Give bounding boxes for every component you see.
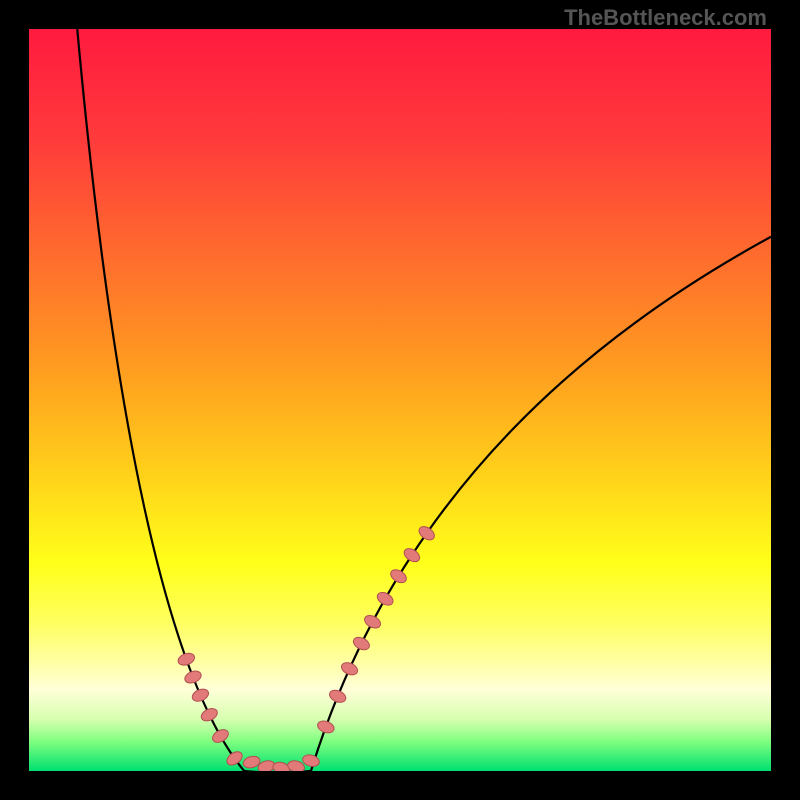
plot-area — [29, 29, 771, 771]
watermark-text: TheBottleneck.com — [564, 5, 767, 31]
plot-svg — [29, 29, 771, 771]
gradient-background — [29, 29, 771, 771]
